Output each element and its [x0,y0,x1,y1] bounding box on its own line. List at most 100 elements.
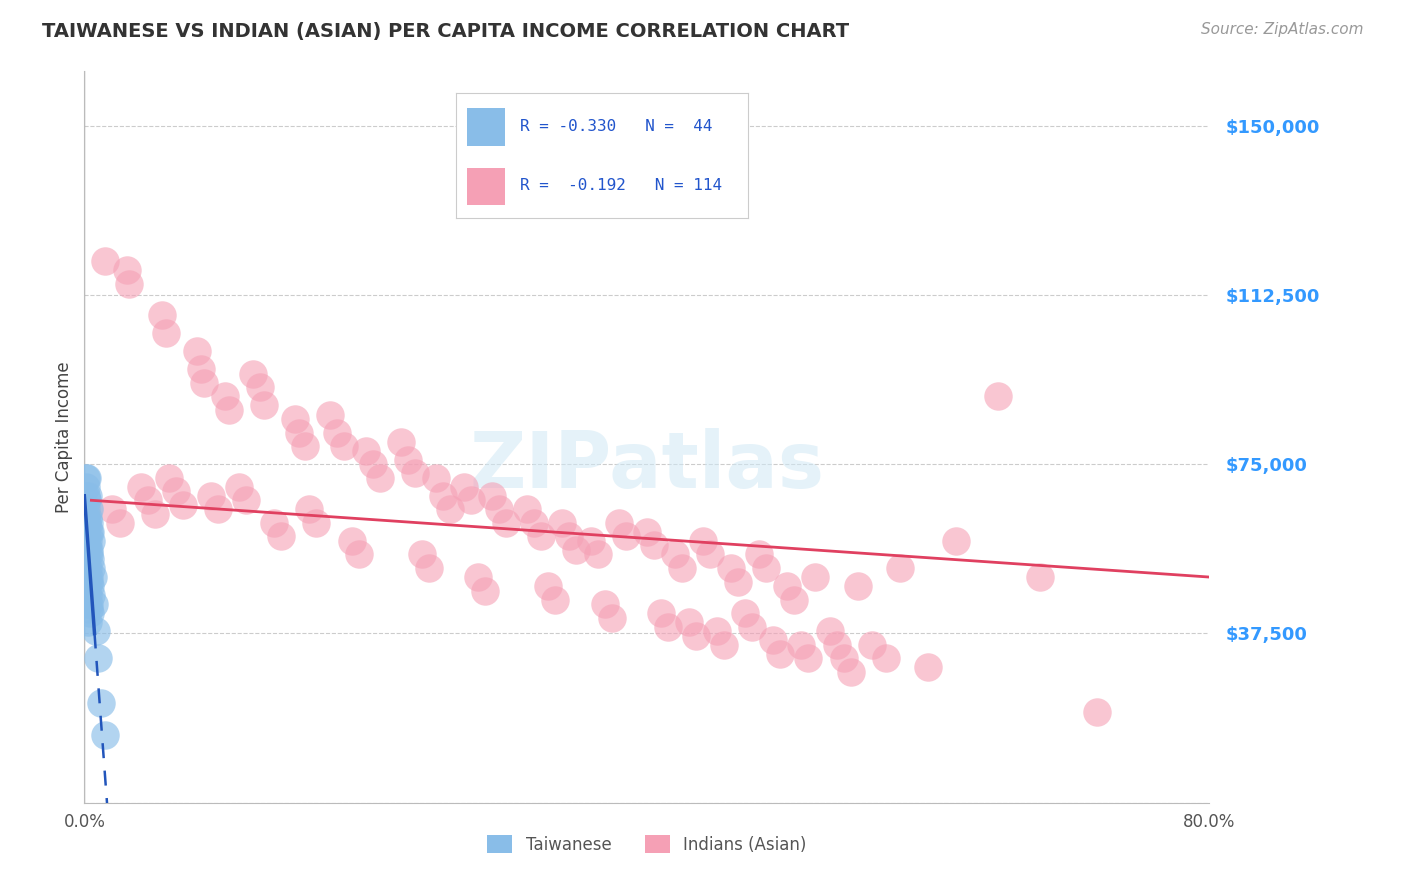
Point [558,529,581,543]
Point [495,516,517,530]
Text: Source: ZipAtlas.com: Source: ZipAtlas.com [1201,22,1364,37]
Point [288,425,311,440]
Point [79,570,101,584]
Point [389,434,412,449]
Point [734,606,756,620]
Point [565,543,588,558]
Point [77,601,100,615]
Point [76,538,98,552]
Point [333,439,356,453]
Point [481,489,503,503]
Point [361,457,384,471]
Point [75,471,97,485]
Point [79,543,101,558]
Point [846,579,869,593]
Point [157,471,180,485]
Point [94,254,117,268]
Point [129,480,152,494]
Point [650,606,672,620]
Point [818,624,841,639]
Point [713,638,735,652]
Point [418,561,440,575]
Point [664,548,686,562]
Point [347,548,370,562]
Point [671,561,693,575]
Point [1029,570,1052,584]
Point [284,412,307,426]
Point [643,538,665,552]
Point [685,629,707,643]
Point [76,570,98,584]
Point [77,502,100,516]
Point [917,660,939,674]
Point [76,511,98,525]
Point [79,579,101,593]
Point [368,471,391,485]
Point [783,592,806,607]
Point [77,524,100,539]
Text: TAIWANESE VS INDIAN (ASIAN) PER CAPITA INCOME CORRELATION CHART: TAIWANESE VS INDIAN (ASIAN) PER CAPITA I… [42,22,849,41]
Point [235,493,257,508]
Point [150,308,173,322]
Point [76,615,98,630]
Point [79,597,101,611]
Point [839,665,862,679]
Point [294,439,316,453]
Point [83,597,105,611]
Point [593,597,616,611]
Point [76,516,98,530]
Point [75,548,97,562]
Point [748,548,770,562]
Point [80,533,103,548]
Point [825,638,848,652]
Point [1085,706,1108,720]
Point [488,502,510,516]
Point [755,561,778,575]
Point [769,647,792,661]
Point [453,480,475,494]
Point [87,651,110,665]
Point [860,638,883,652]
Point [228,480,250,494]
Point [75,489,97,503]
Point [79,606,101,620]
Point [636,524,658,539]
Point [79,552,101,566]
Point [253,399,276,413]
Point [396,452,419,467]
Point [727,574,749,589]
Point [875,651,897,665]
Point [200,489,222,503]
Point [516,502,538,516]
Point [987,389,1010,403]
Point [76,597,98,611]
Point [298,502,321,516]
Point [76,579,98,593]
Point [657,620,679,634]
Point [94,728,117,742]
Point [108,516,131,530]
Point [579,533,602,548]
Point [82,570,104,584]
Point [804,570,827,584]
Point [319,408,342,422]
Point [832,651,855,665]
Point [467,570,489,584]
Point [143,507,166,521]
Point [699,548,721,562]
Point [115,263,138,277]
Point [790,638,813,652]
Point [432,489,454,503]
Point [79,516,101,530]
Point [544,592,567,607]
Point [249,380,271,394]
Legend: Taiwanese, Indians (Asian): Taiwanese, Indians (Asian) [481,829,813,860]
Point [90,697,112,711]
Point [76,493,98,508]
Point [797,651,820,665]
Point [270,529,292,543]
Point [439,502,461,516]
Point [76,524,98,539]
Point [76,480,98,494]
Point [101,502,124,516]
